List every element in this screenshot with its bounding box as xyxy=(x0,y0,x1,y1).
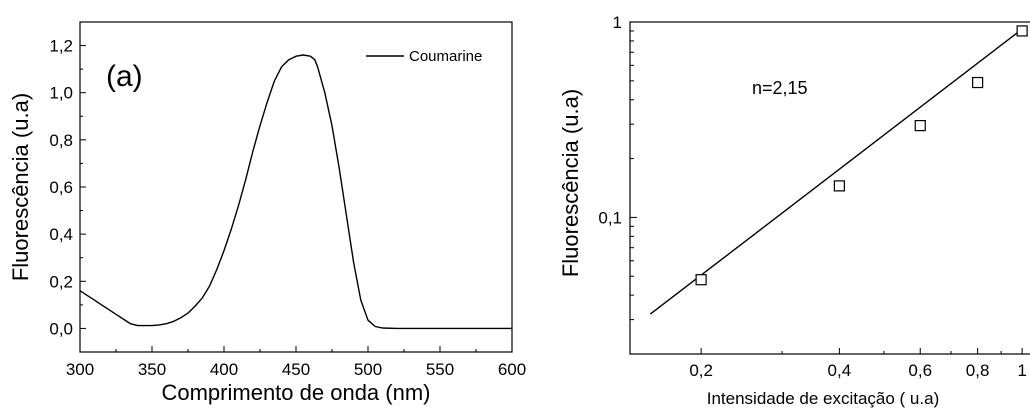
spectrum-x-ticks: 300 350 400 450 500 550 600 xyxy=(66,346,526,379)
x-tick-label: 450 xyxy=(282,360,310,379)
x-tick-label: 0,4 xyxy=(828,361,852,380)
slope-annotation: n=2,15 xyxy=(752,78,808,98)
spectrum-plot-frame xyxy=(79,21,513,353)
spectrum-x-axis-title: Comprimento de onda (nm) xyxy=(161,380,430,405)
spectrum-legend: Coumarine xyxy=(366,48,482,65)
x-tick-label: 300 xyxy=(66,360,94,379)
power-law-y-axis-title: Fluorescência (u.a) xyxy=(558,89,583,277)
x-tick-label: 550 xyxy=(426,360,454,379)
y-tick-label: 1 xyxy=(613,13,622,32)
power-law-x-axis-title: Intensidade de excitação ( u.a) xyxy=(707,389,939,408)
spectrum-y-ticks: 0,0 0,2 0,4 0,6 0,8 1,0 1,2 xyxy=(49,21,86,353)
spectrum-chart: 300 350 400 450 500 550 600 0,0 0,2 0,4 0,6 0,8 1,0… xyxy=(8,21,526,405)
power-law-x-ticks: 0,2 0,4 0,6 0,8 1 xyxy=(689,348,1027,380)
data-point xyxy=(1016,25,1028,37)
x-tick-label: 350 xyxy=(138,360,166,379)
x-tick-label: 0,8 xyxy=(966,361,990,380)
power-law-fit xyxy=(649,28,1023,315)
power-law-plot-frame xyxy=(629,21,1030,355)
y-tick-label: 0,1 xyxy=(598,208,622,227)
y-tick-label: 0,8 xyxy=(49,131,73,150)
series-line-coumarine xyxy=(79,54,512,330)
spectrum-y-axis-title: Fluorescência (u.a) xyxy=(8,93,33,281)
panel-label: (a) xyxy=(106,60,143,93)
y-tick-label: 0,4 xyxy=(49,225,73,244)
y-tick-label: 1,0 xyxy=(49,84,73,103)
x-tick-label: 1 xyxy=(1017,361,1026,380)
data-point xyxy=(695,274,707,286)
power-law-points xyxy=(695,25,1028,286)
power-law-chart: 0,2 0,4 0,6 0,8 1 0,11 n=2,15 Intensidade de… xyxy=(558,13,1030,408)
data-point xyxy=(914,120,926,132)
fit-line xyxy=(649,28,1023,315)
y-tick-label: 0,0 xyxy=(49,319,73,338)
x-tick-label: 0,2 xyxy=(689,361,713,380)
y-tick-label: 1,2 xyxy=(49,37,73,56)
data-point xyxy=(972,76,984,89)
y-tick-label: 0,6 xyxy=(49,178,73,197)
x-tick-label: 400 xyxy=(210,360,238,379)
data-point xyxy=(833,180,845,192)
y-tick-label: 0,2 xyxy=(49,272,73,291)
spectrum-series xyxy=(79,54,512,330)
legend-label-coumarine: Coumarine xyxy=(409,48,482,65)
x-tick-label: 500 xyxy=(354,360,382,379)
x-tick-label: 600 xyxy=(498,360,526,379)
x-tick-label: 0,6 xyxy=(908,361,932,380)
power-law-y-ticks: 0,11 xyxy=(598,13,637,321)
